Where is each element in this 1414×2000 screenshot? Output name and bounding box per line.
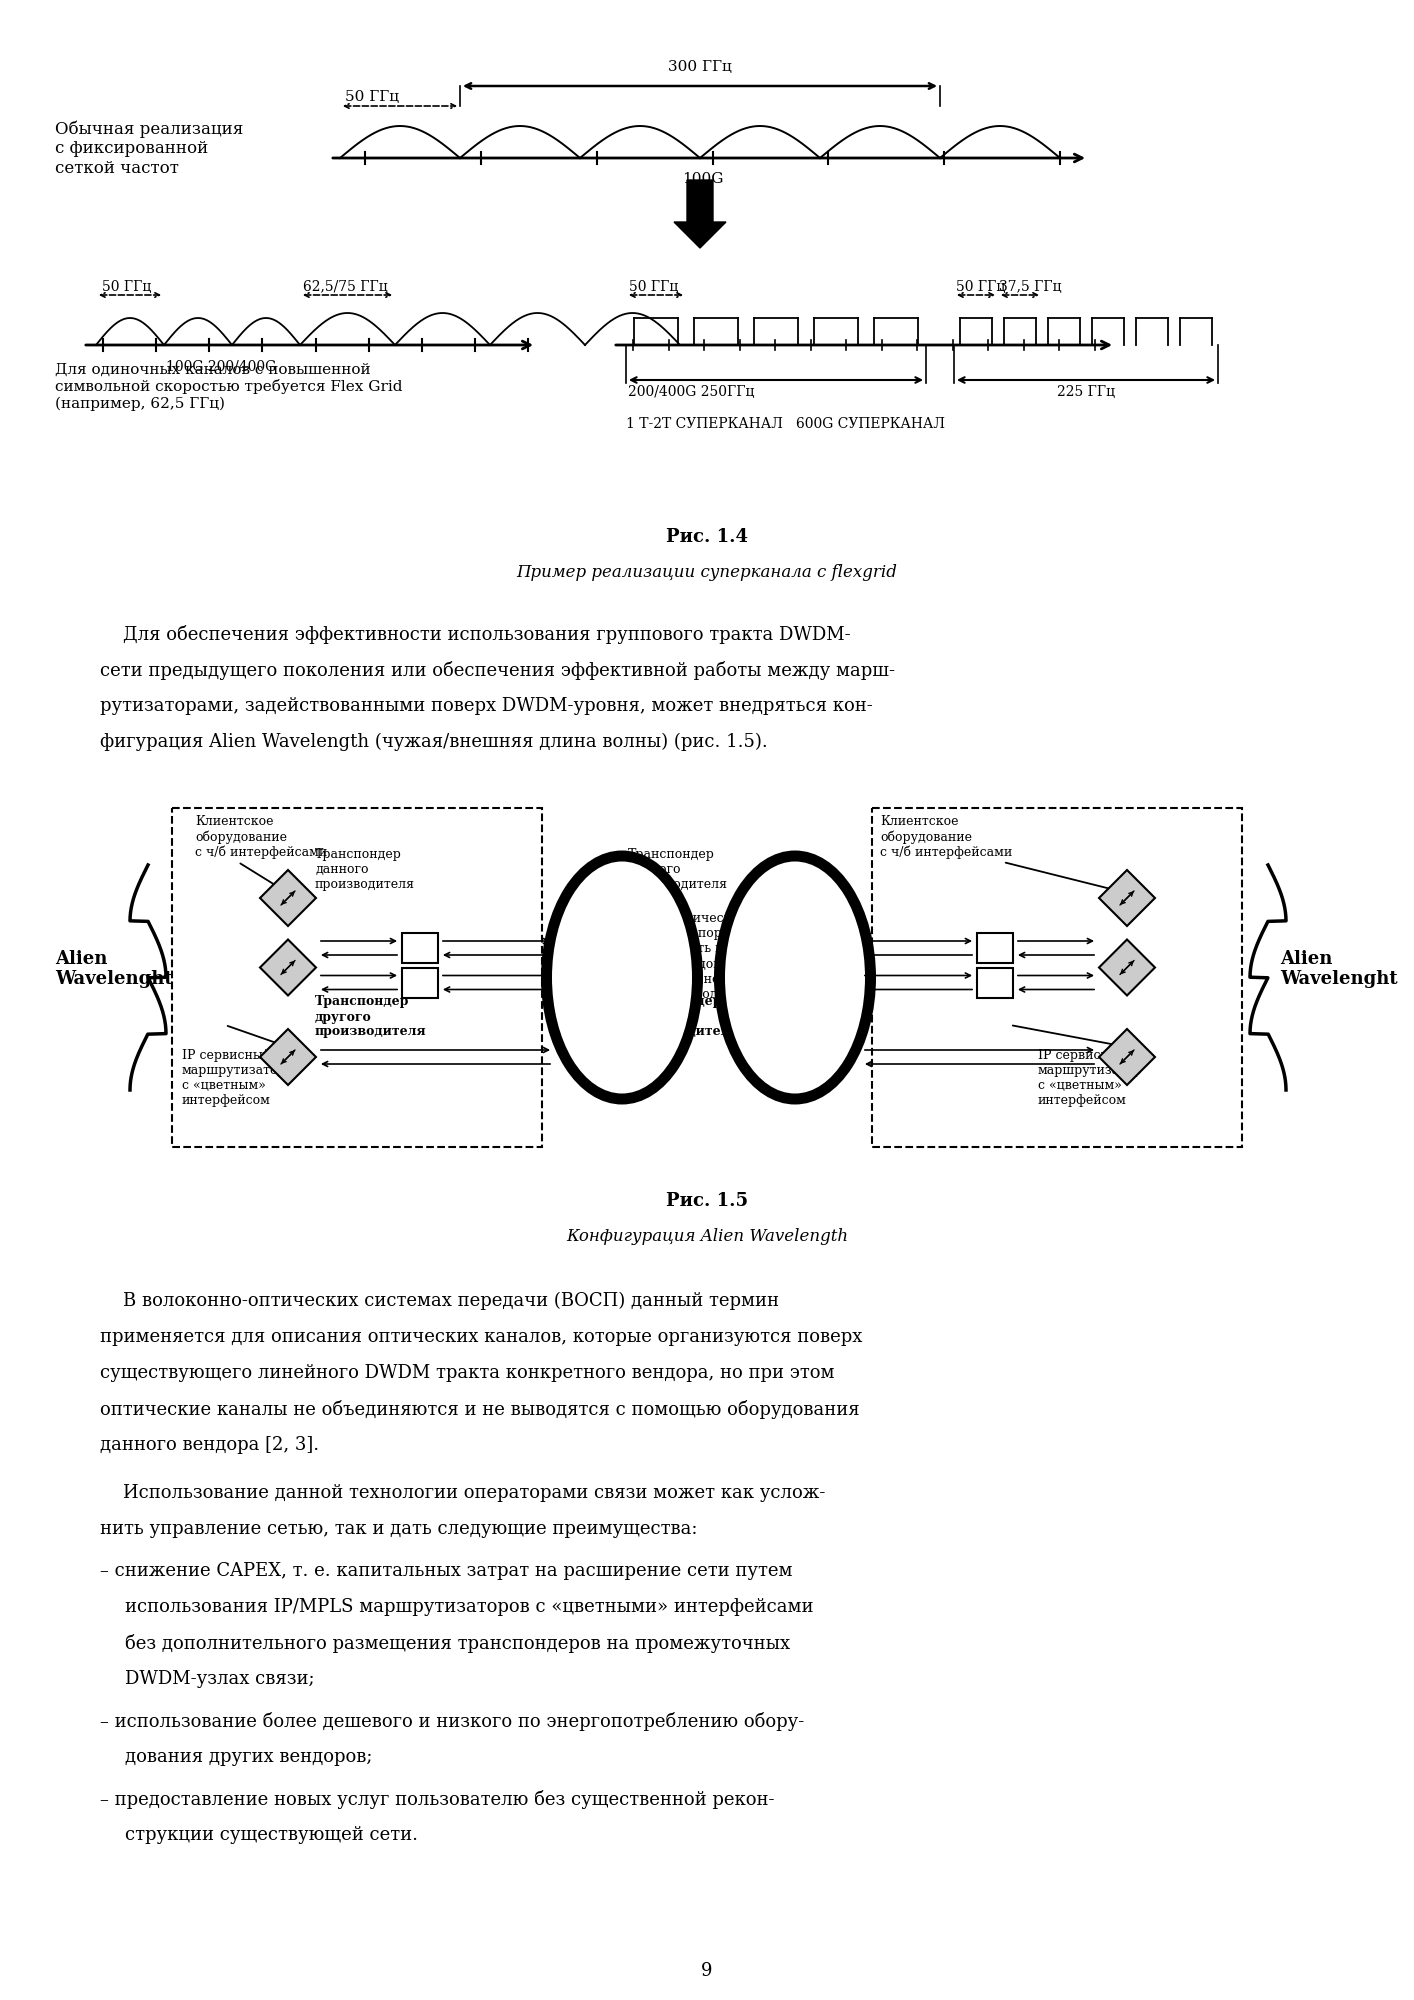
Text: данного вендора [2, 3].: данного вендора [2, 3].: [100, 1436, 320, 1454]
Text: Клиентское
оборудование
с ч/б интерфейсами: Клиентское оборудование с ч/б интерфейса…: [195, 816, 327, 860]
Text: 200/400G 250ГГц: 200/400G 250ГГц: [628, 384, 755, 400]
Text: фигурация Alien Wavelength (чужая/внешняя длина волны) (рис. 1.5).: фигурация Alien Wavelength (чужая/внешня…: [100, 732, 768, 752]
Text: IP сервисный
маршрутизатор
с «цветным»
интерфейсом: IP сервисный маршрутизатор с «цветным» и…: [182, 1048, 287, 1108]
Polygon shape: [260, 870, 315, 926]
Text: 50 ГГц: 50 ГГц: [345, 90, 399, 104]
Ellipse shape: [714, 850, 877, 1104]
FancyBboxPatch shape: [977, 968, 1012, 998]
Text: – использование более дешевого и низкого по энергопотреблению обору-: – использование более дешевого и низкого…: [100, 1712, 805, 1730]
Polygon shape: [1099, 870, 1155, 926]
Text: Транспондер
данного
производителя: Транспондер данного производителя: [628, 848, 728, 892]
Text: Рис. 1.5: Рис. 1.5: [666, 1192, 748, 1210]
Text: 37,5 ГГц: 37,5 ГГц: [1000, 280, 1062, 294]
Ellipse shape: [725, 862, 865, 1094]
Text: Обычная реализация
с фиксированной
сеткой частот: Обычная реализация с фиксированной сетко…: [55, 120, 243, 176]
FancyArrow shape: [674, 180, 725, 248]
Text: 50 ГГц: 50 ГГц: [629, 280, 679, 294]
Text: Транспондер
другого
производителя: Транспондер другого производителя: [628, 996, 740, 1038]
Text: Транспондер
данного
производителя: Транспондер данного производителя: [315, 848, 414, 892]
Text: Пример реализации суперканала с flexgrid: Пример реализации суперканала с flexgrid: [516, 564, 898, 580]
Text: сети предыдущего поколения или обеспечения эффективной работы между марш-: сети предыдущего поколения или обеспечен…: [100, 660, 895, 680]
Text: Транспондер
другого
производителя: Транспондер другого производителя: [315, 996, 427, 1038]
FancyBboxPatch shape: [402, 932, 438, 964]
Text: Alien
Wavelenght: Alien Wavelenght: [1280, 950, 1397, 988]
Text: 100G: 100G: [682, 172, 723, 186]
Polygon shape: [1099, 1028, 1155, 1084]
Ellipse shape: [542, 850, 703, 1104]
Text: В волоконно-оптических системах передачи (ВОСП) данный термин: В волоконно-оптических системах передачи…: [100, 1292, 779, 1310]
Text: 9: 9: [701, 1962, 713, 1980]
Text: нить управление сетью, так и дать следующие преимущества:: нить управление сетью, так и дать следую…: [100, 1520, 697, 1538]
Text: Для обеспечения эффективности использования группового тракта DWDM-: Для обеспечения эффективности использова…: [100, 624, 851, 644]
Text: Рис. 1.4: Рис. 1.4: [666, 528, 748, 546]
Text: DWDM-узлах связи;: DWDM-узлах связи;: [124, 1670, 315, 1688]
Text: 1 Т-2Т СУПЕРКАНАЛ   600G СУПЕРКАНАЛ: 1 Т-2Т СУПЕРКАНАЛ 600G СУПЕРКАНАЛ: [626, 418, 945, 432]
Text: Конфигурация Alien Wavelength: Конфигурация Alien Wavelength: [566, 1228, 848, 1244]
Text: 50 ГГц: 50 ГГц: [956, 280, 1005, 294]
Text: 100G 200/400G: 100G 200/400G: [165, 360, 276, 372]
Text: дования других вендоров;: дования других вендоров;: [124, 1748, 372, 1766]
Text: Клиентское
оборудование
с ч/б интерфейсами: Клиентское оборудование с ч/б интерфейса…: [880, 816, 1012, 860]
Text: Для одиночных каналов с повышенной
символьной скоростью требуется Flex Grid
(нап: Для одиночных каналов с повышенной симво…: [55, 364, 403, 412]
Ellipse shape: [551, 862, 691, 1094]
Text: применяется для описания оптических каналов, которые организуются поверх: применяется для описания оптических кана…: [100, 1328, 863, 1346]
Text: оптические каналы не объединяются и не выводятся с помощью оборудования: оптические каналы не объединяются и не в…: [100, 1400, 860, 1420]
Text: – предоставление новых услуг пользователю без существенной рекон-: – предоставление новых услуг пользовател…: [100, 1790, 775, 1808]
Polygon shape: [260, 940, 315, 996]
Text: струкции существующей сети.: струкции существующей сети.: [124, 1826, 419, 1844]
Text: Оптическая
транспортная
сеть на
оборудовании
данного
производителя: Оптическая транспортная сеть на оборудов…: [658, 912, 756, 1002]
Text: IP сервисный
маршрутизатор
с «цветным»
интерфейсом: IP сервисный маршрутизатор с «цветным» и…: [1038, 1048, 1143, 1108]
Text: – снижение CAPEX, т. е. капитальных затрат на расширение сети путем: – снижение CAPEX, т. е. капитальных затр…: [100, 1562, 792, 1580]
Text: Alien
Wavelenght: Alien Wavelenght: [55, 950, 173, 988]
Text: 225 ГГц: 225 ГГц: [1056, 384, 1116, 400]
Text: использования IP/MPLS маршрутизаторов с «цветными» интерфейсами: использования IP/MPLS маршрутизаторов с …: [124, 1598, 813, 1616]
Text: существующего линейного DWDM тракта конкретного вендора, но при этом: существующего линейного DWDM тракта конк…: [100, 1364, 834, 1382]
Polygon shape: [260, 1028, 315, 1084]
Text: Использование данной технологии операторами связи может как услож-: Использование данной технологии оператор…: [100, 1484, 826, 1502]
Text: 50 ГГц: 50 ГГц: [102, 280, 151, 294]
Text: рутизаторами, задействованными поверх DWDM-уровня, может внедряться кон-: рутизаторами, задействованными поверх DW…: [100, 698, 872, 716]
Text: 300 ГГц: 300 ГГц: [669, 60, 732, 74]
Polygon shape: [1099, 940, 1155, 996]
FancyBboxPatch shape: [402, 968, 438, 998]
Text: 62,5/75 ГГц: 62,5/75 ГГц: [303, 280, 387, 294]
Text: без дополнительного размещения транспондеров на промежуточных: без дополнительного размещения транспонд…: [124, 1634, 790, 1652]
FancyBboxPatch shape: [977, 932, 1012, 964]
